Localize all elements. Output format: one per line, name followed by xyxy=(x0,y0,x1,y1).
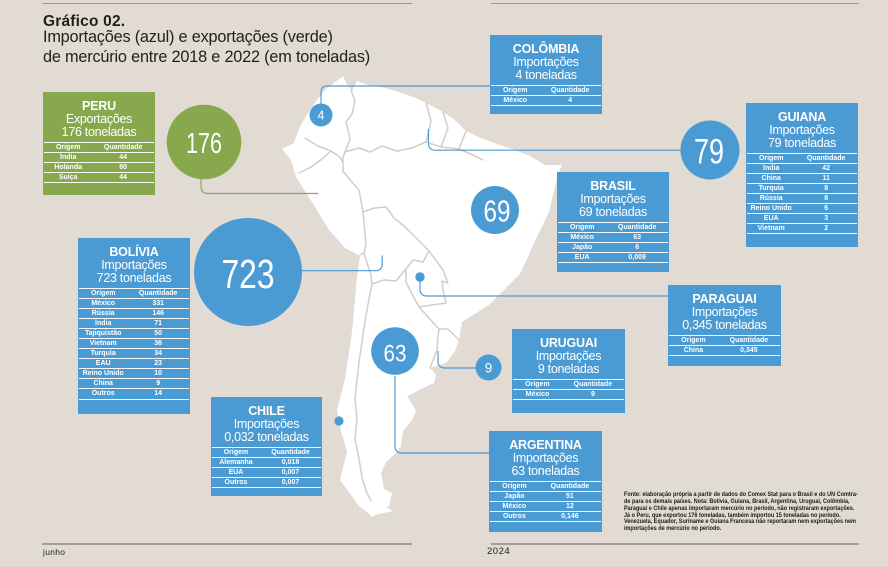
svg-text:69: 69 xyxy=(484,195,511,229)
svg-text:9: 9 xyxy=(485,361,493,376)
svg-text:723: 723 xyxy=(222,251,275,297)
svg-text:4: 4 xyxy=(318,109,325,123)
svg-text:63: 63 xyxy=(384,341,407,368)
svg-text:176: 176 xyxy=(186,128,222,160)
svg-text:79: 79 xyxy=(694,133,724,172)
